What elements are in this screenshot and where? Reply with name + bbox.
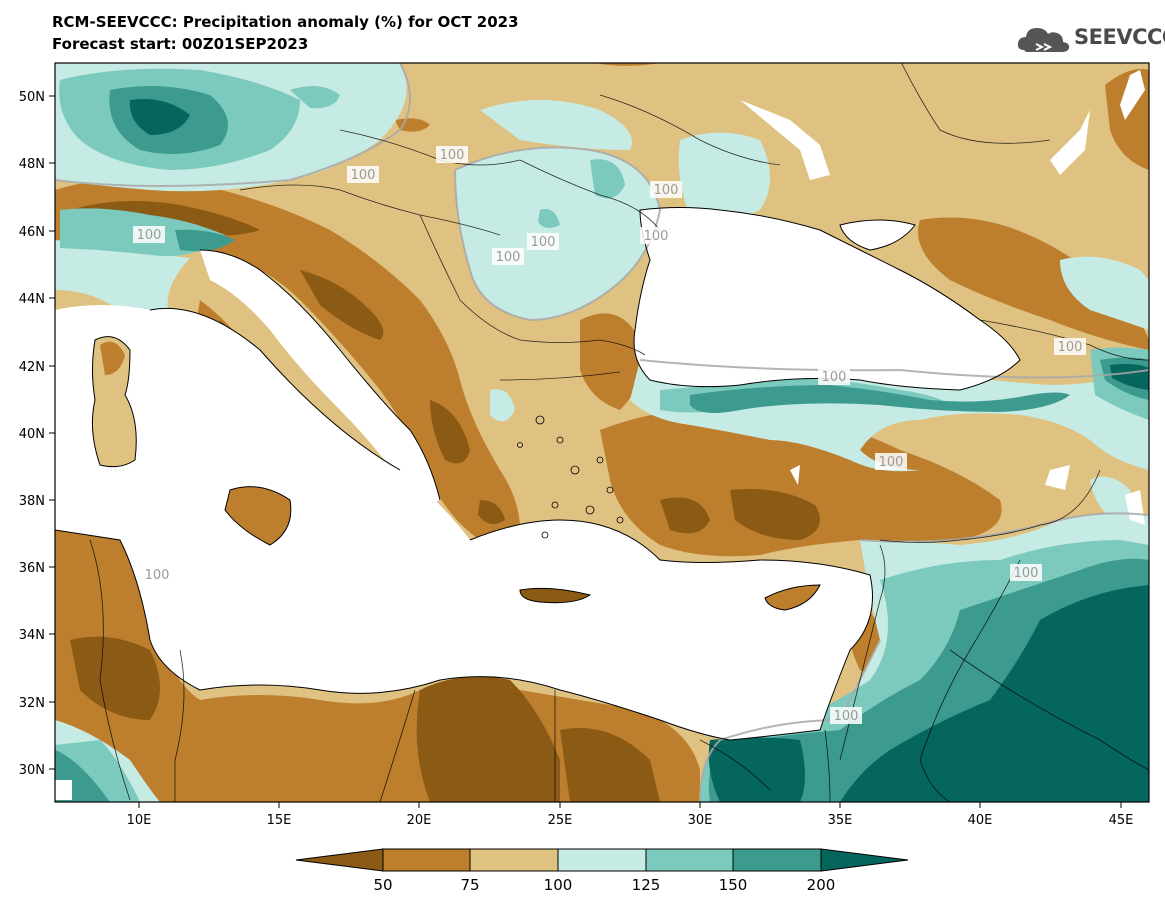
colorbar-segment	[382, 848, 471, 872]
colorbar-label: 150	[719, 876, 748, 894]
lat-tick-label: 32N	[19, 696, 45, 711]
cloud-icon	[1017, 28, 1070, 52]
colorbar-label: 200	[807, 876, 836, 894]
colorbar-label: 125	[632, 876, 661, 894]
lat-tick-label: 40N	[19, 427, 45, 442]
longitude-axis: 10E 15E 20E 25E 30E 35E 40E 45E	[127, 802, 1134, 828]
colorbar-label: 75	[460, 876, 479, 894]
contour-label: 100	[137, 228, 162, 243]
lat-tick-label: 38N	[19, 494, 45, 509]
forecast-start-subtitle: Forecast start: 00Z01SEP2023	[52, 35, 309, 53]
lat-tick-label: 30N	[19, 763, 45, 778]
contour-label: 100	[1014, 566, 1039, 581]
lat-tick-label: 46N	[19, 225, 45, 240]
lat-tick-label: 44N	[19, 292, 45, 307]
logo-text: SEEVCCC	[1074, 25, 1165, 49]
lat-tick-label: 42N	[19, 360, 45, 375]
contour-label: 100	[1058, 340, 1083, 355]
contour-label: 100	[440, 148, 465, 163]
lon-tick-label: 10E	[127, 813, 152, 828]
lat-tick-label: 50N	[19, 90, 45, 105]
lat-tick-label: 36N	[19, 561, 45, 576]
lon-tick-label: 45E	[1109, 813, 1134, 828]
colorbar-segment	[732, 848, 822, 872]
colorbar-segment	[820, 848, 909, 872]
colorbar-segment	[557, 848, 647, 872]
colorbar-segment	[295, 848, 384, 872]
lon-tick-label: 30E	[688, 813, 713, 828]
colorbar-segment	[469, 848, 559, 872]
contour-label: 100	[654, 183, 679, 198]
latitude-axis: 50N 48N 46N 44N 42N 40N 38N 36N 34N 32N …	[19, 90, 55, 778]
contour-label: 100	[834, 709, 859, 724]
lon-tick-label: 25E	[548, 813, 573, 828]
contour-label: 100	[644, 229, 669, 244]
anomaly-field	[55, 63, 1149, 802]
seevccc-logo: SEEVCCC	[1016, 20, 1165, 58]
contour-label: 100	[531, 235, 556, 250]
lon-tick-label: 40E	[968, 813, 993, 828]
lat-tick-label: 34N	[19, 628, 45, 643]
colorbar-label: 100	[544, 876, 573, 894]
map-title: RCM-SEEVCCC: Precipitation anomaly (%) f…	[52, 13, 519, 31]
colorbar: 50 75 100 125 150 200	[295, 848, 909, 894]
contour-label: 100	[822, 370, 847, 385]
lon-tick-label: 15E	[267, 813, 292, 828]
contour-label: 100	[145, 568, 170, 583]
contour-label: 100	[879, 455, 904, 470]
contour-label: 100	[351, 168, 376, 183]
lat-tick-label: 48N	[19, 157, 45, 172]
lon-tick-label: 35E	[828, 813, 853, 828]
contour-labels: 100 100 100 100 100 100 100 100 100 100 …	[133, 146, 1086, 724]
colorbar-label: 50	[373, 876, 392, 894]
colorbar-segment	[645, 848, 734, 872]
lon-tick-label: 20E	[407, 813, 432, 828]
contour-label: 100	[496, 250, 521, 265]
